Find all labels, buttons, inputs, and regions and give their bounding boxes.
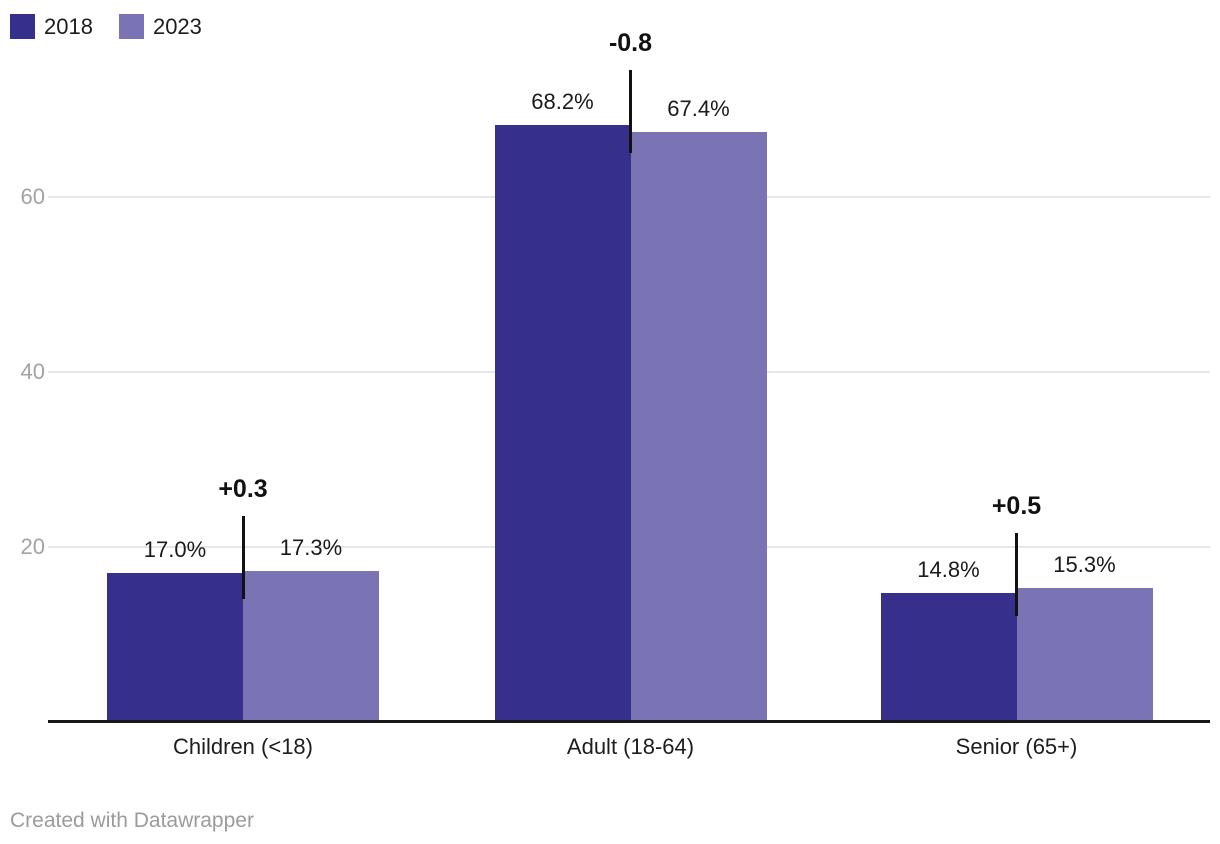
- bar-2018: [107, 573, 243, 722]
- legend-label-2018: 2018: [44, 14, 93, 39]
- bar-2018: [880, 592, 1017, 722]
- x-axis-label: Senior (65+): [955, 734, 1078, 759]
- footer-credit: Created with Datawrapper: [10, 809, 254, 832]
- legend-label-2023: 2023: [152, 14, 202, 39]
- diff-annotation: +0.5: [991, 492, 1042, 521]
- x-axis-label: Children (<18): [172, 734, 313, 759]
- x-axis-baseline: [48, 720, 1210, 723]
- bar-2023: [1016, 588, 1153, 722]
- x-axis-label: Adult (18-64): [566, 734, 695, 759]
- y-tick-label: 60: [20, 184, 45, 209]
- legend-swatch-2023-icon: [118, 14, 144, 39]
- diff-connector-line: [629, 70, 632, 154]
- bar-2023: [630, 132, 767, 722]
- bar-value-label: 17.0%: [143, 537, 207, 563]
- bar-value-label: 17.3%: [279, 534, 343, 560]
- legend-item-2018: 2018: [10, 14, 93, 39]
- diff-connector-line: [241, 515, 245, 599]
- legend-swatch-2018-icon: [10, 14, 35, 39]
- y-tick-label: 20: [20, 534, 45, 559]
- bar-2023: [243, 570, 379, 722]
- bar-value-label: 68.2%: [531, 89, 594, 115]
- bar-value-label: 14.8%: [917, 556, 980, 582]
- diff-connector-line: [1015, 533, 1018, 617]
- legend: 2018 2023: [10, 14, 202, 39]
- y-tick-label: 40: [20, 359, 45, 384]
- legend-item-2023: 2023: [118, 14, 202, 39]
- bar-value-label: 15.3%: [1053, 552, 1116, 578]
- bar-value-label: 67.4%: [667, 96, 730, 122]
- diff-annotation: -0.8: [608, 29, 653, 58]
- bar-2018: [494, 125, 631, 722]
- diff-annotation: +0.3: [218, 474, 268, 503]
